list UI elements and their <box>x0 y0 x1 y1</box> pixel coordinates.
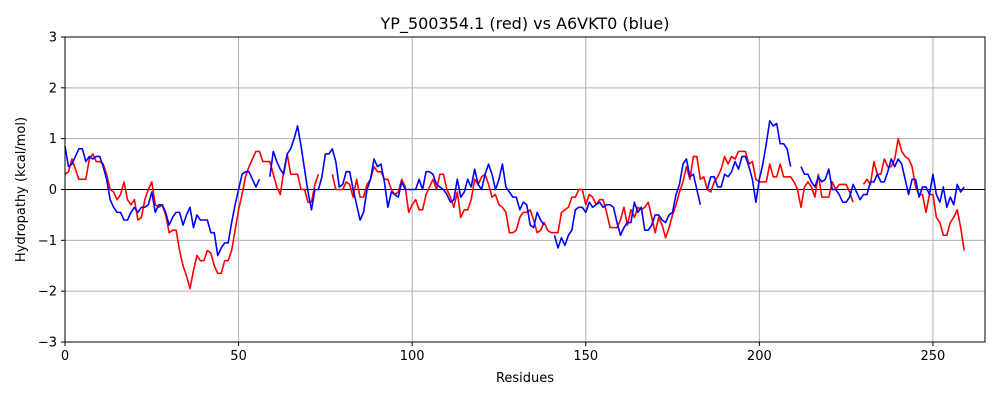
chart-title: YP_500354.1 (red) vs A6VKT0 (blue) <box>380 14 670 34</box>
y-tick-label: −3 <box>38 336 57 351</box>
y-tick-label: −1 <box>38 234 57 249</box>
y-tick-label: 0 <box>49 183 57 198</box>
x-tick-label: 250 <box>921 349 946 364</box>
y-tick-label: 3 <box>49 31 57 46</box>
series-lines <box>64 120 965 290</box>
x-axis-ticks: 0 50 100 150 200 250 <box>61 342 945 364</box>
series-line-blue <box>64 146 261 257</box>
series-line-blue <box>706 120 792 204</box>
x-tick-label: 100 <box>400 349 425 364</box>
y-axis-label: Hydropathy (kcal/mol) <box>14 117 29 262</box>
x-tick-label: 150 <box>573 349 598 364</box>
y-tick-label: 2 <box>49 81 57 96</box>
x-tick-label: 200 <box>747 349 772 364</box>
series-line-red <box>64 150 320 290</box>
series-line-blue <box>553 158 702 249</box>
y-tick-label: 1 <box>49 132 57 147</box>
series-line-red <box>862 137 965 251</box>
series-line-blue <box>800 158 965 209</box>
x-tick-label: 50 <box>230 349 247 364</box>
x-axis-label: Residues <box>496 371 554 386</box>
y-tick-label: −2 <box>38 285 57 300</box>
y-axis-ticks: −3 −2 −1 0 1 2 3 <box>38 31 65 351</box>
series-line-blue <box>269 125 545 229</box>
x-tick-label: 0 <box>61 349 69 364</box>
series-line-red <box>331 150 854 239</box>
